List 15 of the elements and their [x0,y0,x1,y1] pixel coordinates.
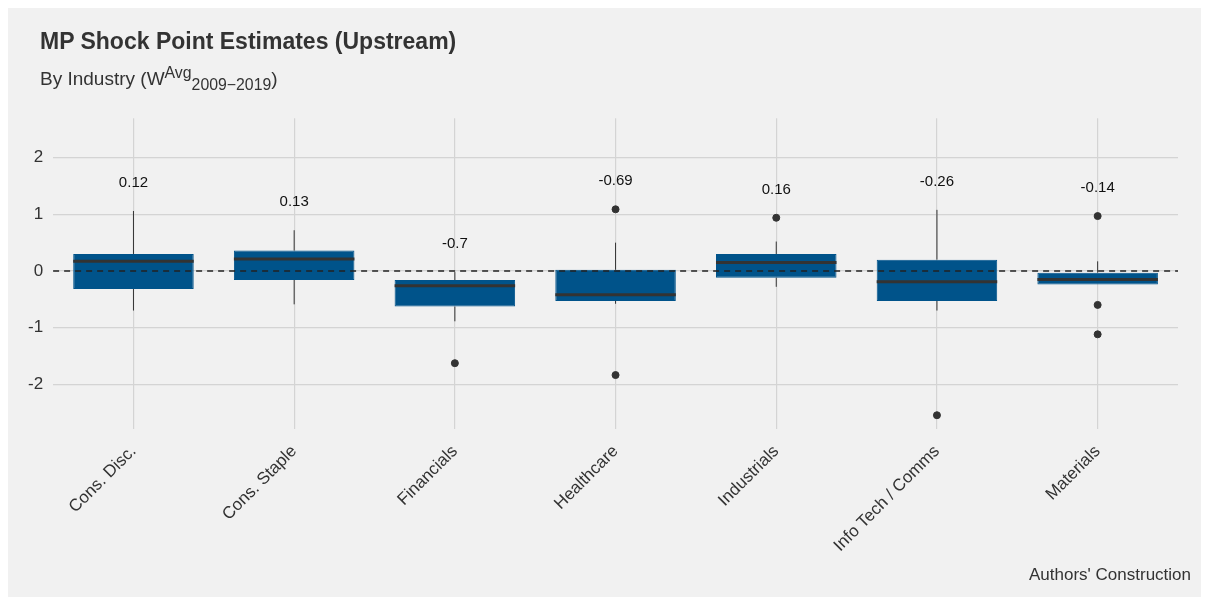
annotation: -0.26 [919,171,955,189]
y-tick-label: -2 [27,373,44,393]
annotation: -0.69 [598,171,633,189]
annotation: -0.7 [441,234,468,252]
text: Authors' Construction [1029,565,1191,585]
annotation: 0.13 [279,192,309,210]
y-tick-label: 0 [33,260,44,280]
annotation: 0.16 [761,179,791,197]
y-tick-label: 2 [33,147,44,167]
chart-subtitle: By Industry (W$^{Avg}$$_{2009−2019}$) [40,64,278,95]
annotation: -0.14 [1080,178,1115,196]
chart-title: MP Shock Point Estimates (Upstream) [40,28,457,55]
y-tick-label: -1 [27,317,44,337]
y-tick-label: 1 [33,204,44,224]
annotation: 0.12 [118,173,149,191]
